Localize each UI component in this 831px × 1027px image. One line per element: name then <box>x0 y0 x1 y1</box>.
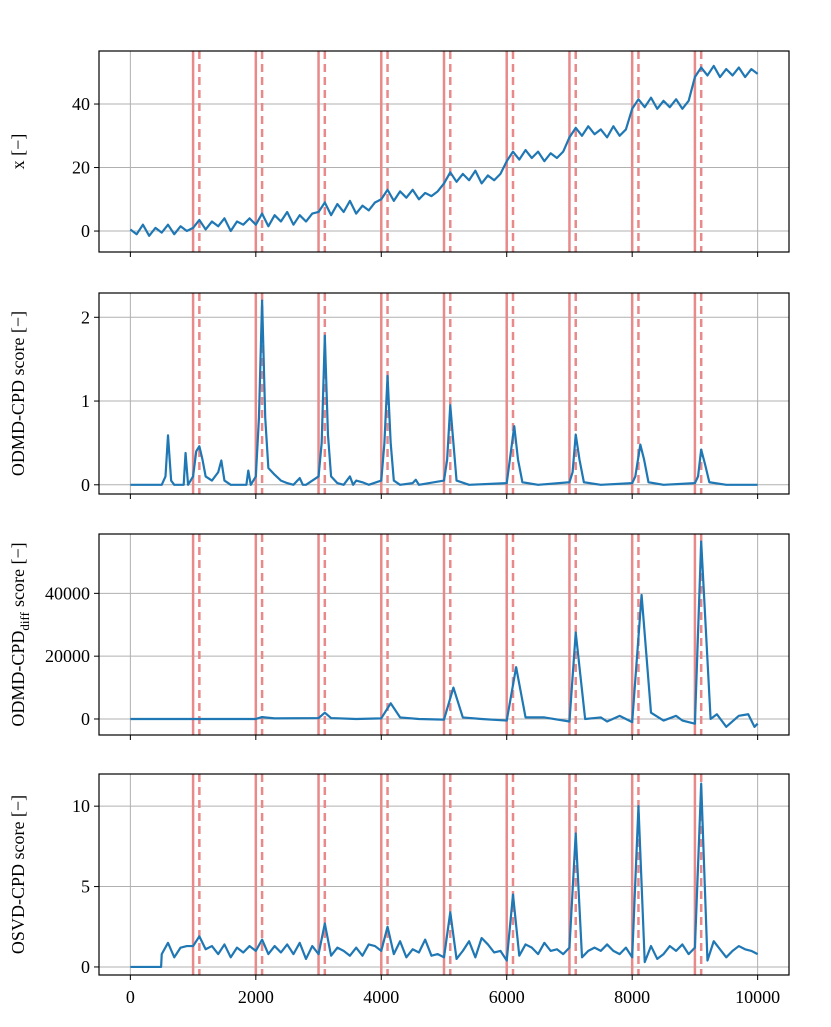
y-axis-label-main: ODMD-CPD <box>8 631 28 727</box>
y-axis-label-main: x [−] <box>8 134 28 170</box>
x-tick-label: 10000 <box>735 987 780 1007</box>
y-tick-label: 20000 <box>45 646 90 666</box>
axes-frame <box>98 50 790 253</box>
x-tick-label: 2000 <box>238 987 274 1007</box>
y-tick-label: 0 <box>81 475 90 495</box>
y-tick-label: 0 <box>81 221 90 241</box>
y-axis-label: OSVD-CPD score [−] <box>8 795 28 954</box>
y-tick-label: 1 <box>81 391 90 411</box>
subplot: 0 1 2 ODMD-CPD score [−] <box>8 292 790 499</box>
y-tick-label: 0 <box>81 957 90 977</box>
y-tick-label: 40000 <box>45 583 90 603</box>
y-axis-label: ODMD-CPD score [−] <box>8 311 28 476</box>
y-axis-label-rest: score [−] <box>8 542 28 607</box>
axes-frame <box>98 533 790 736</box>
y-axis-label: ODMD-CPDdiff score [−] <box>8 542 32 726</box>
y-axis-label: x [−] <box>8 134 28 170</box>
subplot: 0 20000 40000 ODMD-CPDdiff score [−] <box>8 533 790 740</box>
y-axis-label-main: OSVD-CPD score [−] <box>8 795 28 954</box>
series-line <box>130 299 758 486</box>
subplot: 0 2000 4000 6000 8000 10000 0 5 10 OSVD-CPD score… <box>8 773 790 1007</box>
y-tick-label: 20 <box>72 158 90 178</box>
x-tick-label: 6000 <box>489 987 525 1007</box>
y-tick-label: 0 <box>81 709 90 729</box>
x-tick-label: 4000 <box>363 987 399 1007</box>
series-line <box>130 782 759 969</box>
y-tick-label: 2 <box>81 307 90 327</box>
x-tick-label: 0 <box>126 987 135 1007</box>
y-axis-label-sub: diff <box>17 611 32 630</box>
axes-frame <box>98 292 790 495</box>
y-tick-label: 10 <box>72 796 90 816</box>
y-tick-label: 5 <box>81 877 90 897</box>
subplot: 0 20 40 x [−] <box>8 50 790 257</box>
y-axis-label-main: ODMD-CPD score [−] <box>8 311 28 476</box>
y-tick-label: 40 <box>72 94 90 114</box>
series-line <box>130 540 759 728</box>
series-line <box>129 64 759 237</box>
x-tick-label: 8000 <box>614 987 650 1007</box>
axes-frame <box>98 773 790 976</box>
